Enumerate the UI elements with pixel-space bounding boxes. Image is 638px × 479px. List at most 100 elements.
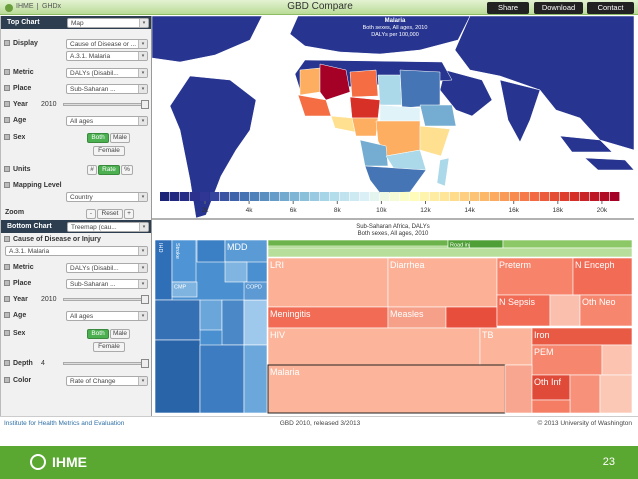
legend-swatch <box>520 192 530 201</box>
treemap-label: PEM <box>534 347 554 357</box>
toggle-button[interactable]: - <box>86 209 96 219</box>
dropdown-arrow[interactable]: ▾ <box>138 264 147 272</box>
legend-tick-label: 8k <box>334 207 342 214</box>
dropdown-arrow[interactable]: ▾ <box>138 85 147 93</box>
dropdown[interactable]: All ages ▾ <box>66 311 148 321</box>
dropdown-arrow[interactable]: ▾ <box>138 117 147 125</box>
contact-button[interactable]: Contact <box>587 2 634 14</box>
toggle-button[interactable]: Male <box>110 329 130 339</box>
dropdown-arrow[interactable]: ▾ <box>138 377 147 385</box>
dropdown-arrow[interactable]: ▾ <box>138 52 147 60</box>
dropdown-arrow[interactable]: ▾ <box>138 247 147 255</box>
toggle-button[interactable]: Both <box>87 329 109 339</box>
field-label: Metric <box>13 264 34 271</box>
treemap-cell <box>243 299 268 346</box>
field-label: Sex <box>13 134 26 141</box>
dropdown-arrow[interactable]: ▾ <box>139 222 148 231</box>
field-label: Place <box>13 280 32 287</box>
toggle-button[interactable]: Rate <box>98 165 120 175</box>
app-title: GBD Compare <box>287 1 353 12</box>
share-button[interactable]: Share <box>487 2 529 14</box>
legend-swatch <box>550 192 560 201</box>
slide-page-number: 23 <box>602 456 615 468</box>
download-button[interactable]: Download <box>534 2 583 14</box>
section-title: Bottom Chart <box>7 223 52 230</box>
field-label: Sex <box>13 330 26 337</box>
legend-swatch <box>200 192 210 201</box>
legend-swatch <box>420 192 430 201</box>
treemap-label: Oth Inf <box>534 377 562 387</box>
slider-handle[interactable] <box>141 295 149 304</box>
legend-swatch <box>460 192 470 201</box>
dropdown[interactable]: Sub-Saharan ... ▾ <box>66 279 148 289</box>
toggle-button[interactable]: Both <box>87 133 109 143</box>
dropdown-arrow[interactable]: ▾ <box>138 312 147 320</box>
dropdown[interactable]: Country ▾ <box>66 192 148 202</box>
dropdown[interactable]: Cause of Disease or ... ▾ <box>66 39 148 49</box>
slide-logo: IHME <box>52 454 87 470</box>
treemap-label: HIV <box>270 330 285 340</box>
treemap-cell <box>243 281 268 301</box>
toggle-button[interactable]: # <box>87 165 97 175</box>
dropdown-arrow[interactable]: ▾ <box>138 69 147 77</box>
treemap-cells: IHD Stroke CMP MDD COPD Road inj LRI Diarrhea Pr… <box>154 239 633 414</box>
treemap-cell <box>504 364 533 414</box>
toggle-button[interactable]: + <box>124 209 134 219</box>
dropdown[interactable]: A.3.1. Malaria ▾ <box>5 246 148 256</box>
treemap-cell <box>154 339 201 414</box>
dropdown[interactable]: Sub-Saharan ... ▾ <box>66 84 148 94</box>
slider-track[interactable] <box>63 103 149 106</box>
treemap-cell <box>171 281 198 298</box>
legend-swatch <box>590 192 600 201</box>
brand[interactable]: IHME <box>16 3 34 10</box>
dropdown[interactable]: All ages ▾ <box>66 116 148 126</box>
legend-swatch <box>500 192 510 201</box>
icon <box>4 182 10 188</box>
field-label: Metric <box>13 69 34 76</box>
icon <box>4 134 10 140</box>
toggle-button[interactable]: Female <box>93 342 125 352</box>
dropdown-arrow[interactable]: ▾ <box>139 18 148 27</box>
dropdown[interactable]: Treemap (cau... ▾ <box>67 221 149 232</box>
dropdown-arrow[interactable]: ▾ <box>138 193 147 201</box>
toggle-button[interactable]: % <box>121 165 133 175</box>
legend-swatch <box>250 192 260 201</box>
dropdown-arrow[interactable]: ▾ <box>138 40 147 48</box>
icon <box>4 101 10 107</box>
treemap-cell <box>243 344 268 414</box>
field-value: 2010 <box>41 101 57 108</box>
dropdown[interactable]: DALYs (Disabil... ▾ <box>66 263 148 273</box>
treemap-label: CMP <box>174 285 187 291</box>
brand-ghdx[interactable]: GHDx <box>37 3 61 10</box>
toggle-button[interactable]: Reset <box>97 209 123 219</box>
legend-tick-label: 10k <box>376 207 387 214</box>
slider-handle[interactable] <box>141 100 149 109</box>
treemap-label: IHD <box>157 243 163 253</box>
icon <box>4 85 10 91</box>
toggle-button[interactable]: Male <box>110 133 130 143</box>
legend-tick-label: 16k <box>508 207 519 214</box>
field-label: Cause of Disease or Injury <box>13 236 101 243</box>
field-label: Color <box>13 377 32 384</box>
field-label: Units <box>13 166 31 173</box>
dropdown-arrow[interactable]: ▾ <box>138 280 147 288</box>
field-label: Zoom <box>5 209 25 216</box>
dropdown[interactable]: Map ▾ <box>67 17 149 28</box>
dropdown[interactable]: DALYs (Disabil... ▾ <box>66 68 148 78</box>
logo-icon <box>5 4 13 12</box>
toggle-button[interactable]: Female <box>93 146 125 156</box>
slider-track[interactable] <box>63 298 149 301</box>
legend-swatch <box>470 192 480 201</box>
legend-swatch <box>280 192 290 201</box>
legend-swatch <box>540 192 550 201</box>
icon <box>4 236 10 242</box>
treemap-cell <box>199 344 245 414</box>
slider-handle[interactable] <box>141 359 149 368</box>
field-label: Mapping Level <box>13 182 62 189</box>
slider-track[interactable] <box>63 362 149 365</box>
top-bar: IHME GHDx GBD Compare Share Download Con… <box>0 0 638 15</box>
legend-swatch <box>380 192 390 201</box>
dropdown[interactable]: A.3.1. Malaria ▾ <box>66 51 148 61</box>
dropdown[interactable]: Rate of Change ▾ <box>66 376 148 386</box>
footer-center: GBD 2010, released 3/2013 <box>279 420 361 427</box>
